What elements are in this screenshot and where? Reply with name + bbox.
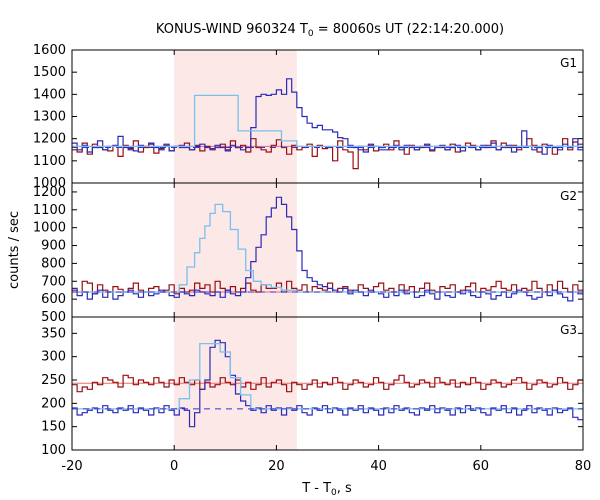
x-axis-label: T - T0, s <box>301 481 352 498</box>
y-axis-label: counts / sec <box>7 211 22 289</box>
panel-frame-g1 <box>71 49 584 184</box>
y-tick-label: 1100 <box>33 154 66 169</box>
panel-label-g2: G2 <box>560 189 577 203</box>
y-tick-label: 1400 <box>33 87 66 102</box>
x-tick-label: 60 <box>473 459 490 474</box>
series-red-g3 <box>72 374 583 393</box>
y-tick-label: 150 <box>41 420 66 435</box>
y-tick-label: 1600 <box>33 43 66 58</box>
x-tick-label: 20 <box>268 459 285 474</box>
y-tick-label: 1300 <box>33 110 66 125</box>
burst-model-g2 <box>72 203 583 293</box>
y-tick-label: 200 <box>41 396 66 411</box>
series-red-g2 <box>72 280 583 295</box>
x-tick-label: -20 <box>61 459 82 474</box>
series-blue-g1 <box>72 78 583 155</box>
y-tick-label: 1200 <box>33 185 66 200</box>
x-tick-label: 40 <box>370 459 387 474</box>
burst-model-g1 <box>72 94 583 148</box>
y-tick-label: 1200 <box>33 132 66 147</box>
y-tick-label: 100 <box>41 443 66 458</box>
chart-title: KONUS-WIND 960324 T0 = 80060s UT (22:14:… <box>156 22 504 39</box>
y-tick-label: 1000 <box>33 176 66 191</box>
x-tick-label: 0 <box>170 459 178 474</box>
y-tick-label: 350 <box>41 326 66 341</box>
panel-g2: 500 600 700 800 900 1000 1100 1200 G2 <box>33 183 584 325</box>
y-tick-label: 500 <box>41 310 66 325</box>
y-tick-label: 800 <box>41 256 66 271</box>
x-tick-label: 80 <box>575 459 592 474</box>
y-tick-label: 300 <box>41 350 66 365</box>
panel-label-g1: G1 <box>560 56 577 70</box>
y-tick-label: 250 <box>41 373 66 388</box>
panel-frame-g3 <box>71 316 584 451</box>
panel-g3: 100 150 200 250 300 350 G3 <box>41 317 584 458</box>
y-tick-label: 1500 <box>33 65 66 80</box>
panel-g1: 1000 1100 1200 1300 1400 1500 1600 G1 <box>33 43 584 191</box>
burst-model-g3 <box>72 342 583 410</box>
frames-layer: -20 0 20 40 60 80 <box>61 49 592 474</box>
y-tick-label: 900 <box>41 239 66 254</box>
y-tick-label: 600 <box>41 292 66 307</box>
panel-label-g3: G3 <box>560 323 577 337</box>
panels-layer: 1000 1100 1200 1300 1400 1500 1600 G1 500 600 700 8… <box>33 43 584 458</box>
y-tick-label: 700 <box>41 274 66 289</box>
y-tick-label: 1100 <box>33 203 66 218</box>
series-blue-g2 <box>72 196 583 302</box>
y-tick-label: 1000 <box>33 221 66 236</box>
